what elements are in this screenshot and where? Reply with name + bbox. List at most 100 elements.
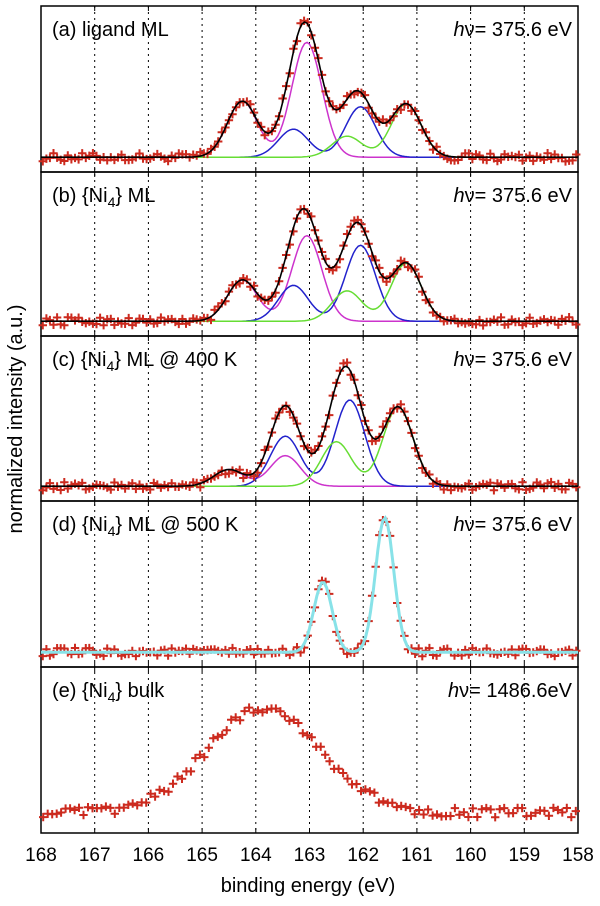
- data-point: [489, 486, 499, 495]
- panel-label: (d) {Ni4} ML @ 500 K: [52, 514, 239, 539]
- x-tick-label-168: 168: [25, 845, 57, 866]
- data-point: [79, 810, 88, 820]
- data-point: [540, 806, 549, 816]
- data-point: [209, 734, 218, 743]
- data-point: [60, 156, 69, 166]
- data-point: [401, 802, 410, 812]
- data-point: [379, 797, 388, 806]
- data-point: [110, 809, 119, 818]
- x-tick-label-161: 161: [401, 845, 433, 866]
- x-tick-label-167: 167: [79, 845, 111, 866]
- data-point: [526, 811, 536, 820]
- data-point: [495, 805, 504, 814]
- data-point: [321, 750, 330, 759]
- data-point: [406, 803, 415, 813]
- data-point: [74, 803, 84, 812]
- data-point: [517, 803, 527, 813]
- data-point: [539, 484, 549, 493]
- data-point: [343, 774, 352, 783]
- data-point: [562, 803, 571, 813]
- panel-label: (e) {Ni4} bulk: [52, 680, 165, 705]
- data-point: [432, 810, 442, 819]
- component-curve-green: [41, 103, 578, 158]
- data-point: [97, 804, 106, 813]
- data-point: [553, 805, 563, 815]
- data-point: [294, 718, 303, 728]
- data-point: [271, 704, 281, 713]
- data-point: [298, 729, 307, 738]
- data-point: [65, 804, 75, 813]
- data-point: [374, 798, 384, 807]
- photon-energy-label: hν= 375.6 eV: [454, 514, 573, 536]
- data-point: [423, 805, 433, 814]
- data-point: [240, 706, 249, 716]
- data-point: [227, 715, 236, 724]
- data-point: [455, 810, 464, 819]
- data-point: [529, 483, 538, 492]
- data-point: [276, 707, 285, 716]
- data-point: [196, 483, 205, 492]
- data-point: [213, 732, 222, 741]
- data-point: [342, 358, 352, 367]
- data-point: [163, 156, 173, 166]
- x-tick-label-163: 163: [294, 845, 326, 866]
- data-point: [164, 787, 173, 796]
- data-point: [325, 757, 334, 766]
- data-point: [39, 812, 48, 822]
- data-point: [101, 802, 111, 811]
- data-point: [146, 789, 155, 798]
- data-point: [543, 149, 552, 158]
- data-point: [464, 149, 473, 158]
- data-point: [525, 151, 534, 160]
- data-point: [531, 808, 540, 818]
- data-point: [231, 713, 240, 722]
- panel-a: (a) ligand ML hν= 375.6 eV: [38, 5, 581, 173]
- data-point: [110, 478, 119, 487]
- data-point: [60, 478, 69, 487]
- data-point: [280, 712, 290, 721]
- fit-envelope: [41, 207, 578, 322]
- data-point: [361, 785, 370, 794]
- x-tick-label-166: 166: [133, 845, 165, 866]
- panel-c: (c) {Ni4} ML @ 400 K hν= 375.6 eV: [38, 335, 581, 502]
- x-tick-label-160: 160: [455, 845, 487, 866]
- data-point: [249, 708, 258, 717]
- data-point: [239, 473, 248, 483]
- photon-energy-label: hν= 1486.6eV: [448, 680, 573, 702]
- data-point: [218, 730, 227, 740]
- data-point: [482, 803, 491, 813]
- panel-b: (b) {Ni4} ML hν= 375.6 eV: [38, 171, 581, 337]
- data-point: [52, 809, 61, 818]
- data-point: [316, 742, 325, 751]
- panels-layer: (a) ligand ML hν= 375.6 eV (b) {Ni4} ML hν=…: [38, 5, 581, 834]
- data-point: [49, 149, 58, 158]
- data-point: [419, 810, 428, 819]
- data-point: [177, 774, 187, 783]
- data-point: [168, 779, 178, 788]
- data-point: [428, 811, 437, 820]
- data-point: [410, 810, 419, 819]
- data-point: [572, 483, 581, 492]
- grid-layer: [94, 6, 525, 833]
- data-point: [334, 764, 343, 773]
- data-point: [356, 786, 366, 796]
- panel-label: (a) ligand ML: [52, 19, 169, 41]
- data-point: [70, 805, 79, 815]
- data-point: [558, 808, 567, 817]
- data-point: [439, 485, 448, 494]
- data-point: [544, 811, 554, 820]
- data-point: [258, 708, 267, 717]
- data-point: [38, 321, 47, 330]
- panel-label: (c) {Ni4} ML @ 400 K: [52, 349, 238, 374]
- x-tick-label-165: 165: [186, 845, 218, 866]
- data-point: [186, 767, 196, 776]
- fit-envelope: [41, 515, 578, 654]
- data-point: [235, 716, 245, 725]
- data-point: [303, 731, 312, 740]
- data-point: [307, 733, 316, 742]
- data-point: [486, 805, 495, 814]
- data-point: [464, 812, 473, 822]
- data-point: [564, 313, 574, 322]
- data-point: [222, 726, 231, 735]
